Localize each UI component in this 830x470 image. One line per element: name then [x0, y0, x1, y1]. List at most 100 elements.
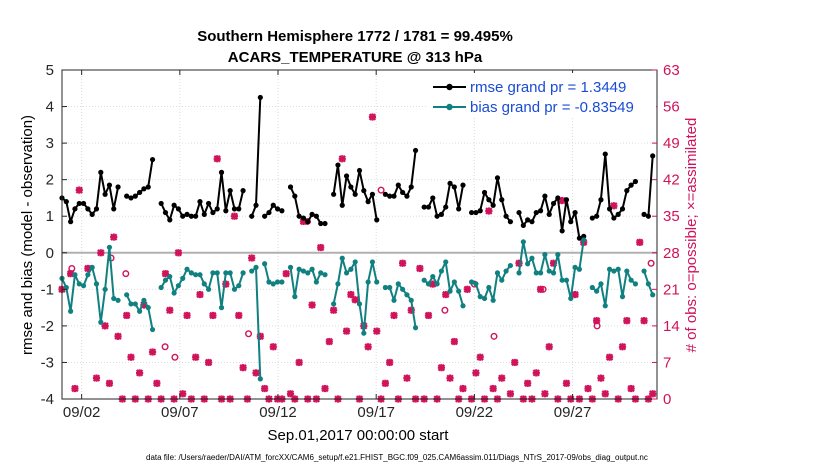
bias-point-10-11	[563, 277, 570, 283]
obs-assimilated-d2-10	[114, 332, 122, 340]
rmse-point-10-8	[550, 200, 557, 207]
bias-point-10-1	[520, 239, 526, 245]
bias-point-4-4	[279, 279, 285, 285]
rmse-point-0-11	[106, 182, 113, 188]
obs-assimilated-marker-29	[196, 290, 204, 299]
obs-assimilated-marker-96	[485, 207, 493, 215]
obs-assimilated-marker-119	[584, 384, 592, 393]
bias-line-segment-3	[251, 266, 262, 379]
rmse-point-8-0	[421, 204, 427, 210]
rmse-point-12-1	[645, 213, 651, 219]
obs-possible-marker-13	[647, 259, 655, 267]
rmse-point-10-12	[568, 219, 574, 225]
obs-assimilated-d2-52	[295, 358, 303, 367]
obs-assimilated-marker-57	[317, 243, 325, 252]
rmse-point-2-11	[205, 200, 212, 207]
rmse-point-5-7	[318, 220, 324, 227]
y-left-tick-label-4: 0	[46, 245, 54, 262]
bias-point-2-8	[193, 272, 199, 278]
obs-assimilated-d2-102	[511, 358, 519, 367]
rmse-line-segment-12	[643, 155, 654, 218]
obs-assimilated-d2-116	[571, 290, 579, 299]
bias-point-11-0	[589, 284, 595, 291]
rmse-point-0-5	[80, 200, 87, 207]
obs-possible-marker-8	[441, 306, 449, 314]
rmse-point-9-6	[494, 175, 501, 181]
bias-point-11-1	[594, 288, 600, 294]
bias-point-2-0	[158, 284, 164, 291]
y-left-tick-label-8: 4	[46, 99, 54, 116]
bias-line-segment-11	[591, 268, 637, 307]
obs-assimilated-d2-127	[618, 343, 627, 351]
rmse-point-8-1	[425, 204, 432, 210]
rmse-point-8-7	[451, 184, 457, 190]
y-right-tick-label-5: 35	[663, 208, 680, 225]
bias-point-11-3	[602, 303, 608, 309]
bias-point-2-10	[201, 281, 207, 287]
obs-assimilated-marker-88	[450, 337, 459, 346]
bias-point-7-5	[404, 292, 410, 298]
obs-assimilated-marker-116	[571, 290, 579, 299]
rmse-point-0-10	[102, 191, 108, 197]
rmse-point-9-0	[469, 209, 475, 216]
obs-assimilated-d2-105	[523, 379, 532, 387]
rmse-point-10-1	[520, 222, 526, 228]
bias-point-9-5	[490, 297, 496, 303]
obs-assimilated-d2-96	[485, 207, 493, 215]
y-left-tick-label-0: -4	[41, 391, 54, 408]
chart-title-line1: Southern Hemisphere 1772 / 1781 = 99.495…	[197, 28, 513, 45]
obs-assimilated-marker-41	[248, 254, 256, 262]
bias-point-2-1	[162, 277, 169, 283]
rmse-point-10-11	[563, 197, 570, 203]
obs-assimilated-d2-122	[597, 374, 605, 382]
obs-assimilated-d2-110	[545, 343, 553, 351]
obs-assimilated-marker-80	[416, 264, 424, 273]
bias-point-2-16	[227, 270, 233, 276]
obs-assimilated-marker-73	[386, 358, 394, 367]
legend-bias-label: bias grand pr = -0.83549	[470, 99, 634, 116]
rmse-point-7-5	[404, 193, 410, 199]
obs-assimilated-marker-99	[498, 374, 506, 382]
obs-assimilated-marker-82	[424, 311, 433, 320]
obs-assimilated-marker-105	[523, 379, 532, 387]
bias-point-9-4	[486, 284, 492, 291]
x-tick-label-0: 09/02	[63, 404, 101, 421]
bias-point-7-1	[387, 284, 393, 291]
rmse-point-7-0	[382, 191, 388, 197]
obs-assimilated-d2-42	[252, 369, 260, 377]
obs-assimilated-d2-24	[174, 249, 183, 257]
obs-assimilated-d2-124	[605, 353, 614, 361]
bias-point-2-12	[210, 270, 216, 276]
obs-assimilated-d2-101	[506, 390, 515, 398]
bias-point-0-13	[115, 297, 121, 303]
y-left-tick-label-1: -3	[41, 354, 54, 371]
y-left-tick-label-7: 3	[46, 135, 54, 152]
bias-point-0-12	[111, 295, 117, 302]
rmse-line-segment-3	[250, 97, 262, 217]
bias-point-4-1	[266, 279, 272, 285]
rmse-point-12-2	[650, 153, 656, 159]
rmse-point-2-17	[231, 206, 238, 212]
rmse-point-6-8	[365, 199, 371, 205]
obs-assimilated-d2-132	[640, 317, 648, 325]
bias-line-segment-9	[471, 264, 512, 302]
bias-point-2-5	[180, 275, 186, 281]
bias-point-0-2	[68, 308, 74, 314]
obs-assimilated-marker-62	[338, 155, 346, 163]
obs-assimilated-d2-134	[649, 390, 657, 398]
bias-point-6-7	[361, 330, 367, 336]
obs-assimilated-d2-15	[135, 369, 144, 377]
rmse-point-2-10	[201, 211, 207, 217]
bias-point-10-5	[537, 270, 544, 276]
bias-point-9-8	[503, 268, 509, 274]
bias-point-6-9	[369, 259, 376, 265]
x-tick-label-5: 09/27	[554, 404, 592, 421]
obs-assimilated-d2-41	[248, 254, 256, 262]
bias-point-10-10	[559, 277, 565, 283]
rmse-point-7-6	[408, 184, 414, 190]
rmse-point-6-4	[348, 184, 354, 190]
rmse-point-8-5	[443, 204, 449, 210]
obs-assimilated-d2-87	[446, 374, 454, 382]
bias-point-2-18	[236, 283, 242, 289]
